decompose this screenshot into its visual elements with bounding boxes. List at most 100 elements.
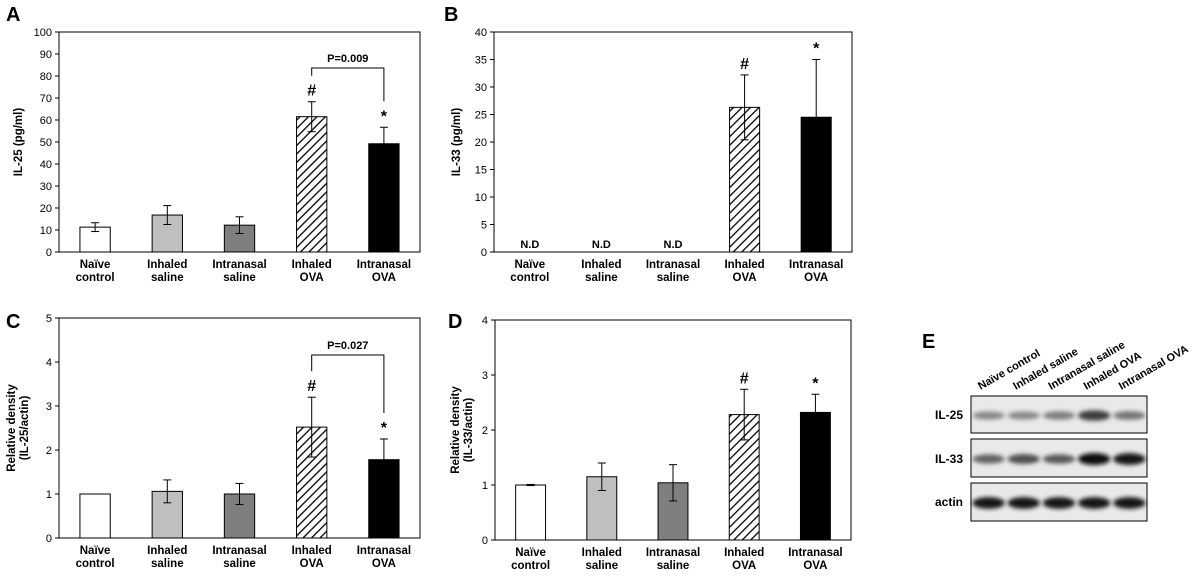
y-tick-label: 1 — [46, 489, 52, 501]
significance-marker: # — [307, 378, 316, 395]
blot-band — [1042, 497, 1076, 509]
blot-band — [972, 454, 1005, 464]
y-tick-label: 50 — [40, 137, 52, 149]
panel-letter-a: A — [6, 4, 20, 26]
blot-band — [1078, 497, 1111, 509]
blot-band — [1078, 453, 1111, 465]
panel-letter-d: D — [448, 311, 462, 333]
x-category-label: OVA — [372, 558, 396, 570]
bar — [296, 116, 328, 253]
x-category-label: OVA — [372, 272, 396, 284]
y-tick-label: 0 — [46, 533, 52, 545]
y-tick-label: 0 — [481, 247, 487, 259]
y-axis-label: Relative density — [450, 386, 462, 474]
y-tick-label: 15 — [475, 165, 487, 177]
y-tick-label: 5 — [481, 220, 487, 232]
significance-marker: * — [381, 420, 388, 437]
y-tick-label: 20 — [475, 137, 487, 149]
y-axis-label: IL-33 (pg/ml) — [451, 108, 463, 177]
y-tick-label: 2 — [46, 445, 52, 457]
panel-letter-e: E — [922, 331, 935, 353]
blot-band — [1007, 411, 1040, 420]
x-category-label: saline — [585, 560, 618, 572]
blot-band — [1007, 454, 1040, 464]
p-value-label: P=0.009 — [327, 53, 368, 65]
y-tick-label: 40 — [475, 27, 487, 39]
value-label-nd: N.D — [592, 239, 611, 251]
y-tick-label: 35 — [475, 55, 487, 67]
y-tick-label: 60 — [40, 115, 52, 127]
blot-band — [972, 411, 1005, 420]
x-category-label: Intranasal — [789, 259, 843, 271]
panel-letter-b: B — [444, 4, 458, 26]
value-label-nd: N.D — [664, 239, 683, 251]
x-category-label: OVA — [300, 558, 324, 570]
x-category-label: Naïve — [80, 545, 111, 557]
bar — [515, 484, 547, 541]
y-tick-label: 2 — [482, 425, 488, 437]
x-category-label: control — [510, 272, 549, 284]
y-tick-label: 4 — [482, 315, 488, 327]
x-category-label: Inhaled — [581, 259, 621, 271]
x-category-label: saline — [223, 272, 256, 284]
y-tick-label: 100 — [34, 27, 52, 39]
significance-marker: # — [740, 370, 749, 387]
p-value-label: P=0.027 — [327, 340, 368, 352]
plot-area-frame — [493, 31, 853, 253]
x-category-label: saline — [151, 272, 184, 284]
y-axis-label: Relative density — [6, 384, 18, 472]
y-tick-label: 90 — [40, 49, 52, 61]
x-category-label: OVA — [733, 272, 757, 284]
significance-marker: * — [381, 108, 388, 125]
y-tick-label: 3 — [482, 370, 488, 382]
x-category-label: Inhaled — [147, 259, 187, 271]
blot-band — [1007, 497, 1040, 509]
x-category-label: OVA — [804, 272, 828, 284]
blot-band — [1113, 497, 1146, 509]
y-tick-label: 20 — [40, 203, 52, 215]
x-category-label: Intranasal — [212, 259, 266, 271]
x-category-label: Inhaled — [292, 545, 332, 557]
y-tick-label: 5 — [46, 313, 52, 325]
blot-band — [1113, 453, 1146, 465]
value-label-nd: N.D — [520, 239, 539, 251]
x-category-label: Intranasal — [212, 545, 266, 557]
x-category-label: control — [511, 560, 550, 572]
x-category-label: Inhaled — [582, 547, 622, 559]
significance-bracket — [311, 67, 385, 102]
blot-band — [1042, 411, 1076, 420]
x-category-label: Inhaled — [147, 545, 187, 557]
blot-row-label: actin — [935, 495, 963, 509]
x-category-label: Inhaled — [724, 547, 764, 559]
x-category-label: Intranasal — [788, 547, 842, 559]
blot-band — [1078, 410, 1111, 421]
blot-row-label: IL-33 — [935, 452, 963, 466]
chart-panel-b: 0 5 10 15 20 25 30 35 40 IL-33 (pg/ml) N.D Naïvecon… — [451, 27, 853, 284]
x-category-label: control — [76, 558, 115, 570]
x-category-label: Naïve — [80, 259, 111, 271]
chart-panel-a: 0 10 20 30 40 50 60 70 80 90 100 IL-25 (pg/ml) Naïve… — [13, 27, 421, 284]
y-axis-label: (IL-25/actin) — [19, 396, 31, 461]
y-tick-label: 80 — [40, 71, 52, 83]
x-category-label: Inhaled — [724, 259, 764, 271]
y-tick-label: 10 — [40, 225, 52, 237]
y-axis-label: (IL-33/actin) — [463, 398, 475, 463]
y-tick-label: 1 — [482, 480, 488, 492]
x-category-label: Naïve — [515, 547, 546, 559]
blot-row-label: IL-25 — [935, 408, 963, 422]
x-category-label: control — [76, 272, 115, 284]
bar — [368, 143, 400, 253]
y-tick-label: 25 — [475, 110, 487, 122]
chart-panel-c: 0 1 2 3 4 5 Relative density (IL-25/actin) Naïve… — [6, 313, 421, 570]
y-tick-label: 0 — [46, 247, 52, 259]
y-tick-label: 70 — [40, 93, 52, 105]
x-category-label: Intranasal — [646, 547, 700, 559]
significance-marker: # — [307, 83, 316, 100]
blot-band — [1113, 411, 1146, 420]
x-category-label: Inhaled — [292, 259, 332, 271]
y-tick-label: 3 — [46, 401, 52, 413]
y-tick-label: 40 — [40, 159, 52, 171]
y-tick-label: 4 — [46, 357, 52, 369]
